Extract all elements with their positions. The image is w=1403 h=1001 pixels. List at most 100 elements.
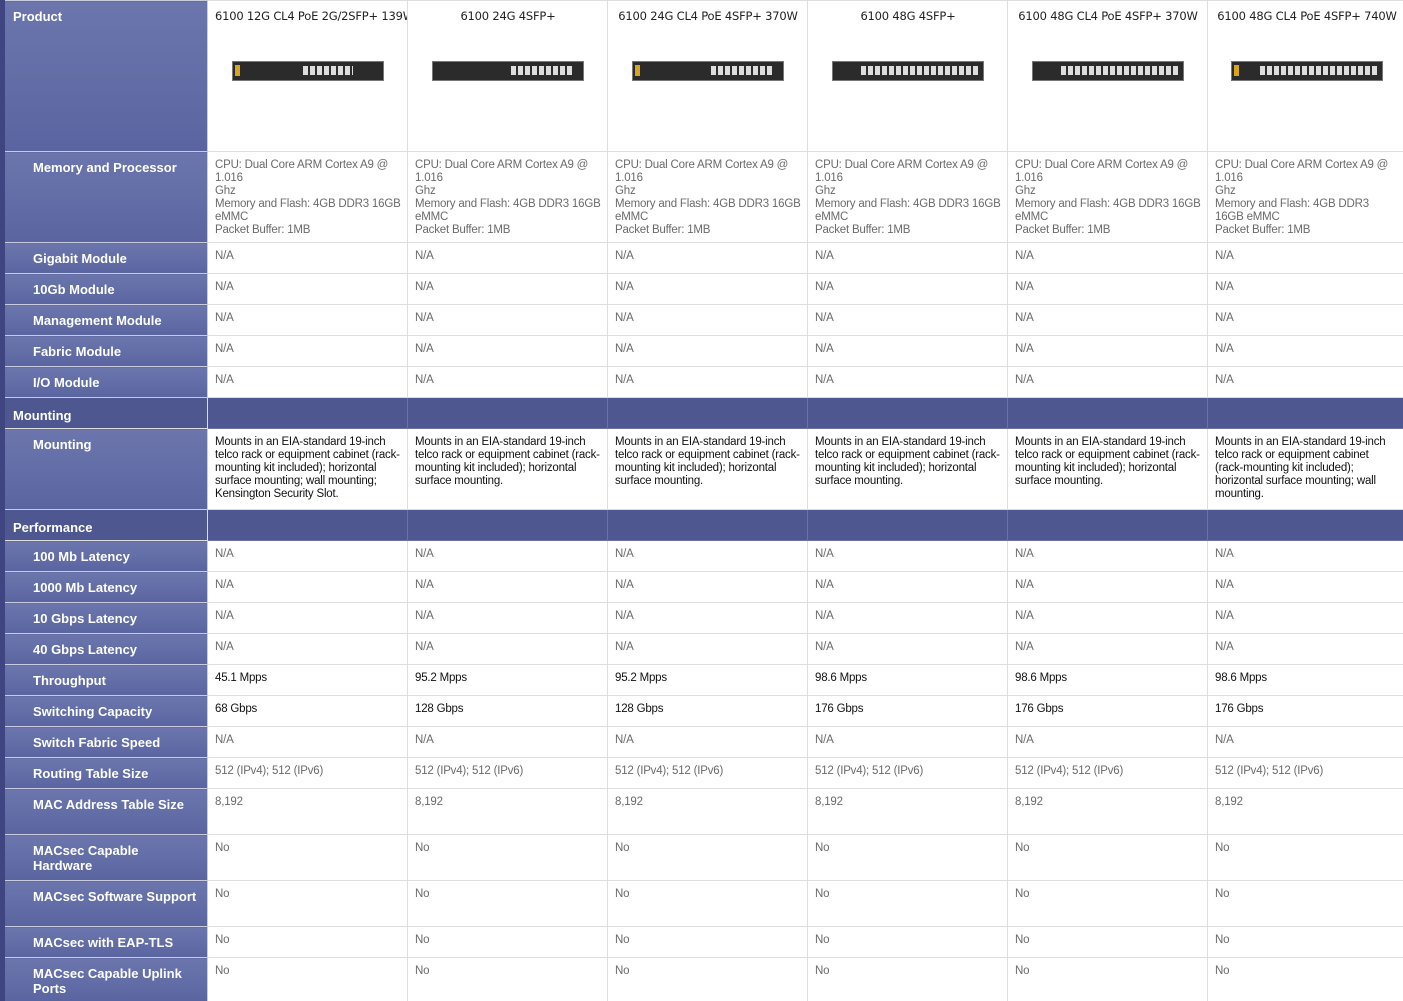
data-row: I/O Module N/A N/A N/A N/A N/A N/A <box>0 366 1403 398</box>
cell: No <box>1007 834 1208 881</box>
cell: N/A <box>1007 602 1208 634</box>
cell: N/A <box>1207 540 1403 572</box>
row-label: MAC Address Table Size <box>0 788 208 835</box>
product-cell: 6100 48G CL4 PoE 4SFP+ 740W <box>1207 0 1403 152</box>
cell: N/A <box>807 571 1008 603</box>
cell: N/A <box>1007 540 1208 572</box>
cell: 128 Gbps <box>607 695 808 727</box>
cell: N/A <box>1207 273 1403 305</box>
product-name: 6100 24G CL4 PoE 4SFP+ 370W <box>618 9 798 23</box>
row-label: MACsec with EAP-TLS <box>0 926 208 958</box>
cell: N/A <box>807 366 1008 398</box>
cell: N/A <box>807 242 1008 274</box>
cell: No <box>607 834 808 881</box>
cell: 176 Gbps <box>807 695 1008 727</box>
cell: N/A <box>407 304 608 336</box>
poe-mark <box>635 65 640 76</box>
cell: Mounts in an EIA-standard 19-inch telco … <box>607 428 808 510</box>
cell: No <box>207 834 408 881</box>
cell: 176 Gbps <box>1007 695 1208 727</box>
cell: N/A <box>207 540 408 572</box>
cell: N/A <box>1207 242 1403 274</box>
cell: 512 (IPv4); 512 (IPv6) <box>807 757 1008 789</box>
product-image <box>1032 61 1184 81</box>
data-row: 100 Mb Latency N/A N/A N/A N/A N/A N/A <box>0 540 1403 572</box>
cell: 8,192 <box>807 788 1008 835</box>
cell: 95.2 Mpps <box>407 664 608 696</box>
cell: No <box>207 926 408 958</box>
row-label: 100 Mb Latency <box>0 540 208 572</box>
cell: 176 Gbps <box>1207 695 1403 727</box>
cell: N/A <box>807 726 1008 758</box>
cell: N/A <box>807 304 1008 336</box>
cell: No <box>1207 926 1403 958</box>
row-label: Switching Capacity <box>0 695 208 727</box>
product-cell: 6100 24G 4SFP+ <box>407 0 608 152</box>
cell: N/A <box>1207 335 1403 367</box>
cell: N/A <box>607 571 808 603</box>
product-name: 6100 48G CL4 PoE 4SFP+ 370W <box>1018 9 1198 23</box>
product-name: 6100 12G CL4 PoE 2G/2SFP+ 139W <box>215 9 408 23</box>
cell: N/A <box>607 602 808 634</box>
ports <box>511 66 573 75</box>
cell: No <box>407 926 608 958</box>
cell: N/A <box>1007 335 1208 367</box>
cell: N/A <box>207 273 408 305</box>
product-image <box>232 61 384 81</box>
product-name: 6100 48G 4SFP+ <box>860 9 956 23</box>
section-fill <box>607 397 808 429</box>
data-row: 10Gb Module N/A N/A N/A N/A N/A N/A <box>0 273 1403 305</box>
row-label: Throughput <box>0 664 208 696</box>
cell: Mounts in an EIA-standard 19-inch telco … <box>807 428 1008 510</box>
cell: 8,192 <box>407 788 608 835</box>
product-name: 6100 24G 4SFP+ <box>460 9 556 23</box>
cell: No <box>207 957 408 1001</box>
section-fill <box>807 397 1008 429</box>
cell: N/A <box>207 304 408 336</box>
cell: N/A <box>607 335 808 367</box>
product-image <box>432 61 584 81</box>
row-label: Management Module <box>0 304 208 336</box>
section-fill <box>1207 397 1403 429</box>
cell: N/A <box>407 366 608 398</box>
data-row: Switching Capacity 68 Gbps 128 Gbps 128 Gbp… <box>0 695 1403 727</box>
cell: N/A <box>207 242 408 274</box>
cell: No <box>1007 880 1208 927</box>
cell: N/A <box>207 571 408 603</box>
cell: No <box>1207 834 1403 881</box>
product-image <box>832 61 984 81</box>
section-label: Mounting <box>0 397 208 429</box>
cell: 8,192 <box>1007 788 1208 835</box>
row-label: MACsec Capable Uplink Ports <box>0 957 208 1001</box>
data-row: Throughput 45.1 Mpps 95.2 Mpps 95.2 Mpps 98.… <box>0 664 1403 696</box>
ports <box>861 66 979 75</box>
section-fill <box>807 509 1008 541</box>
cell: N/A <box>607 242 808 274</box>
cell: No <box>207 880 408 927</box>
product-cell: 6100 12G CL4 PoE 2G/2SFP+ 139W <box>207 0 408 152</box>
section-fill <box>407 509 608 541</box>
data-row: 40 Gbps Latency N/A N/A N/A N/A N/A N/A <box>0 633 1403 665</box>
cell: N/A <box>1007 571 1208 603</box>
cell: Mounts in an EIA-standard 19-inch telco … <box>207 428 408 510</box>
cell: N/A <box>1007 366 1208 398</box>
data-row: Switch Fabric Speed N/A N/A N/A N/A N/A N/A <box>0 726 1403 758</box>
row-label: Mounting <box>0 428 208 510</box>
cell: N/A <box>607 304 808 336</box>
cell: N/A <box>807 540 1008 572</box>
cell: N/A <box>1207 366 1403 398</box>
cell: N/A <box>607 366 808 398</box>
cell: N/A <box>207 366 408 398</box>
cell: N/A <box>807 273 1008 305</box>
cell: No <box>607 880 808 927</box>
section-fill <box>207 509 408 541</box>
section-row: Performance <box>0 509 1403 541</box>
cell: 512 (IPv4); 512 (IPv6) <box>1007 757 1208 789</box>
ports <box>1061 66 1179 75</box>
cell: No <box>607 926 808 958</box>
cell: No <box>807 957 1008 1001</box>
cell: No <box>1007 926 1208 958</box>
header-row: Product 6100 12G CL4 PoE 2G/2SFP+ 139W 610… <box>0 0 1403 152</box>
product-image <box>1231 61 1383 81</box>
